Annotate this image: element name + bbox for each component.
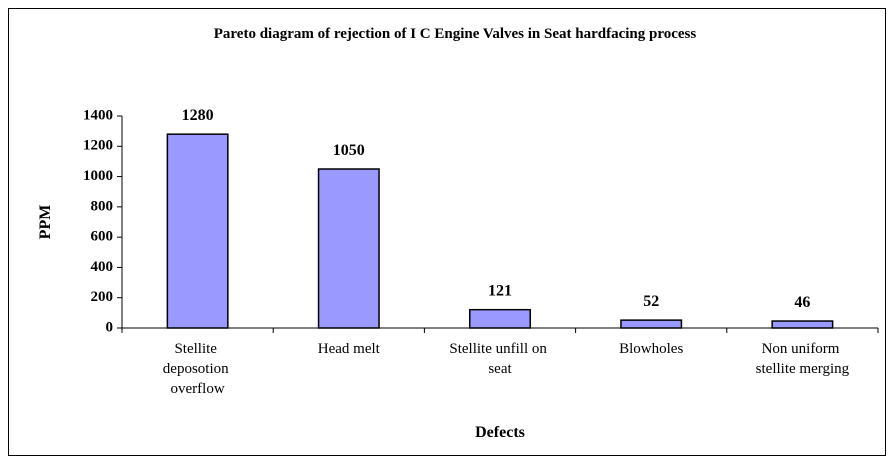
x-tick-label: Stellite deposotion overflow xyxy=(163,341,233,397)
bar xyxy=(620,319,683,329)
bar xyxy=(469,308,531,329)
y-tick-label: 400 xyxy=(91,259,114,275)
y-tick-label: 1400 xyxy=(83,107,113,123)
data-label: 121 xyxy=(488,283,512,300)
data-label: 1280 xyxy=(182,107,214,124)
y-axis-label: PPM xyxy=(37,205,54,240)
x-tick-label: Non uniform stellite merging xyxy=(756,341,850,377)
y-tick-label: 800 xyxy=(91,198,114,214)
y-tick-label: 1000 xyxy=(83,168,113,184)
chart-border xyxy=(8,8,886,456)
data-label: 1050 xyxy=(333,142,365,159)
bar xyxy=(166,133,229,329)
data-label: 52 xyxy=(643,293,659,310)
x-tick-label: Blowholes xyxy=(619,341,683,357)
x-axis-label: Defects xyxy=(475,424,525,441)
chart-title: Pareto diagram of rejection of I C Engin… xyxy=(214,26,697,42)
x-tick-label: Head melt xyxy=(318,341,381,357)
bar xyxy=(771,320,834,329)
y-tick-label: 0 xyxy=(106,319,114,335)
bar xyxy=(317,168,380,329)
y-tick-label: 600 xyxy=(91,229,114,245)
data-label: 46 xyxy=(794,294,810,311)
y-tick-label: 200 xyxy=(91,289,114,305)
x-tick-label: Stellite unfill on seat xyxy=(449,341,550,377)
y-tick-label: 1200 xyxy=(83,138,113,154)
